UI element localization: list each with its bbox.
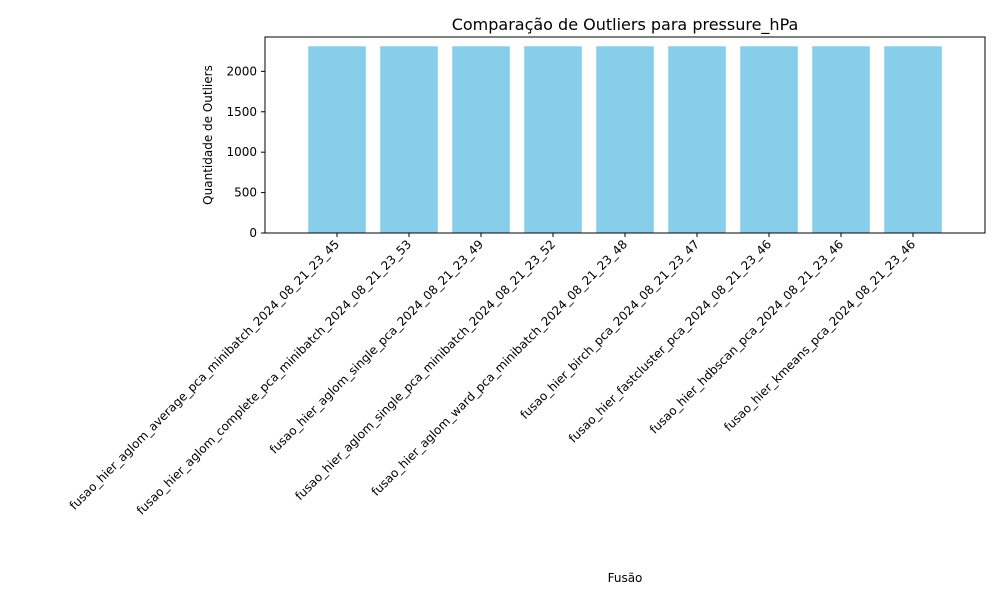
- x-tick-label-3: fusao_hier_aglom_single_pca_minibatch_20…: [292, 237, 558, 503]
- bar-5: [668, 46, 726, 233]
- x-tick-label-1: fusao_hier_aglom_complete_pca_minibatch_…: [134, 237, 414, 517]
- x-axis-label: Fusão: [608, 571, 643, 585]
- bar-8: [884, 46, 942, 233]
- bar-2: [452, 46, 510, 233]
- chart-title: Comparação de Outliers para pressure_hPa: [452, 15, 799, 35]
- x-tick-label-0: fusao_hier_aglom_average_pca_minibatch_2…: [67, 237, 342, 512]
- bar-3: [524, 46, 582, 233]
- bar-1: [380, 46, 438, 233]
- x-axis: fusao_hier_aglom_average_pca_minibatch_2…: [67, 233, 918, 518]
- y-tick-label-3: 1500: [226, 105, 257, 119]
- y-tick-label-4: 2000: [226, 64, 257, 78]
- y-axis-label: Quantidade de Outliers: [201, 65, 215, 205]
- bar-6: [740, 46, 798, 233]
- y-tick-label-0: 0: [249, 226, 257, 240]
- y-axis: 0 500 1000 1500 2000: [226, 64, 265, 240]
- bar-0: [308, 46, 366, 233]
- y-tick-label-1: 500: [234, 186, 257, 200]
- x-tick-label-4: fusao_hier_aglom_ward_pca_minibatch_2024…: [369, 237, 631, 499]
- y-tick-label-2: 1000: [226, 145, 257, 159]
- bar-4: [596, 46, 654, 233]
- bar-7: [812, 46, 870, 233]
- bars-group: [308, 46, 942, 233]
